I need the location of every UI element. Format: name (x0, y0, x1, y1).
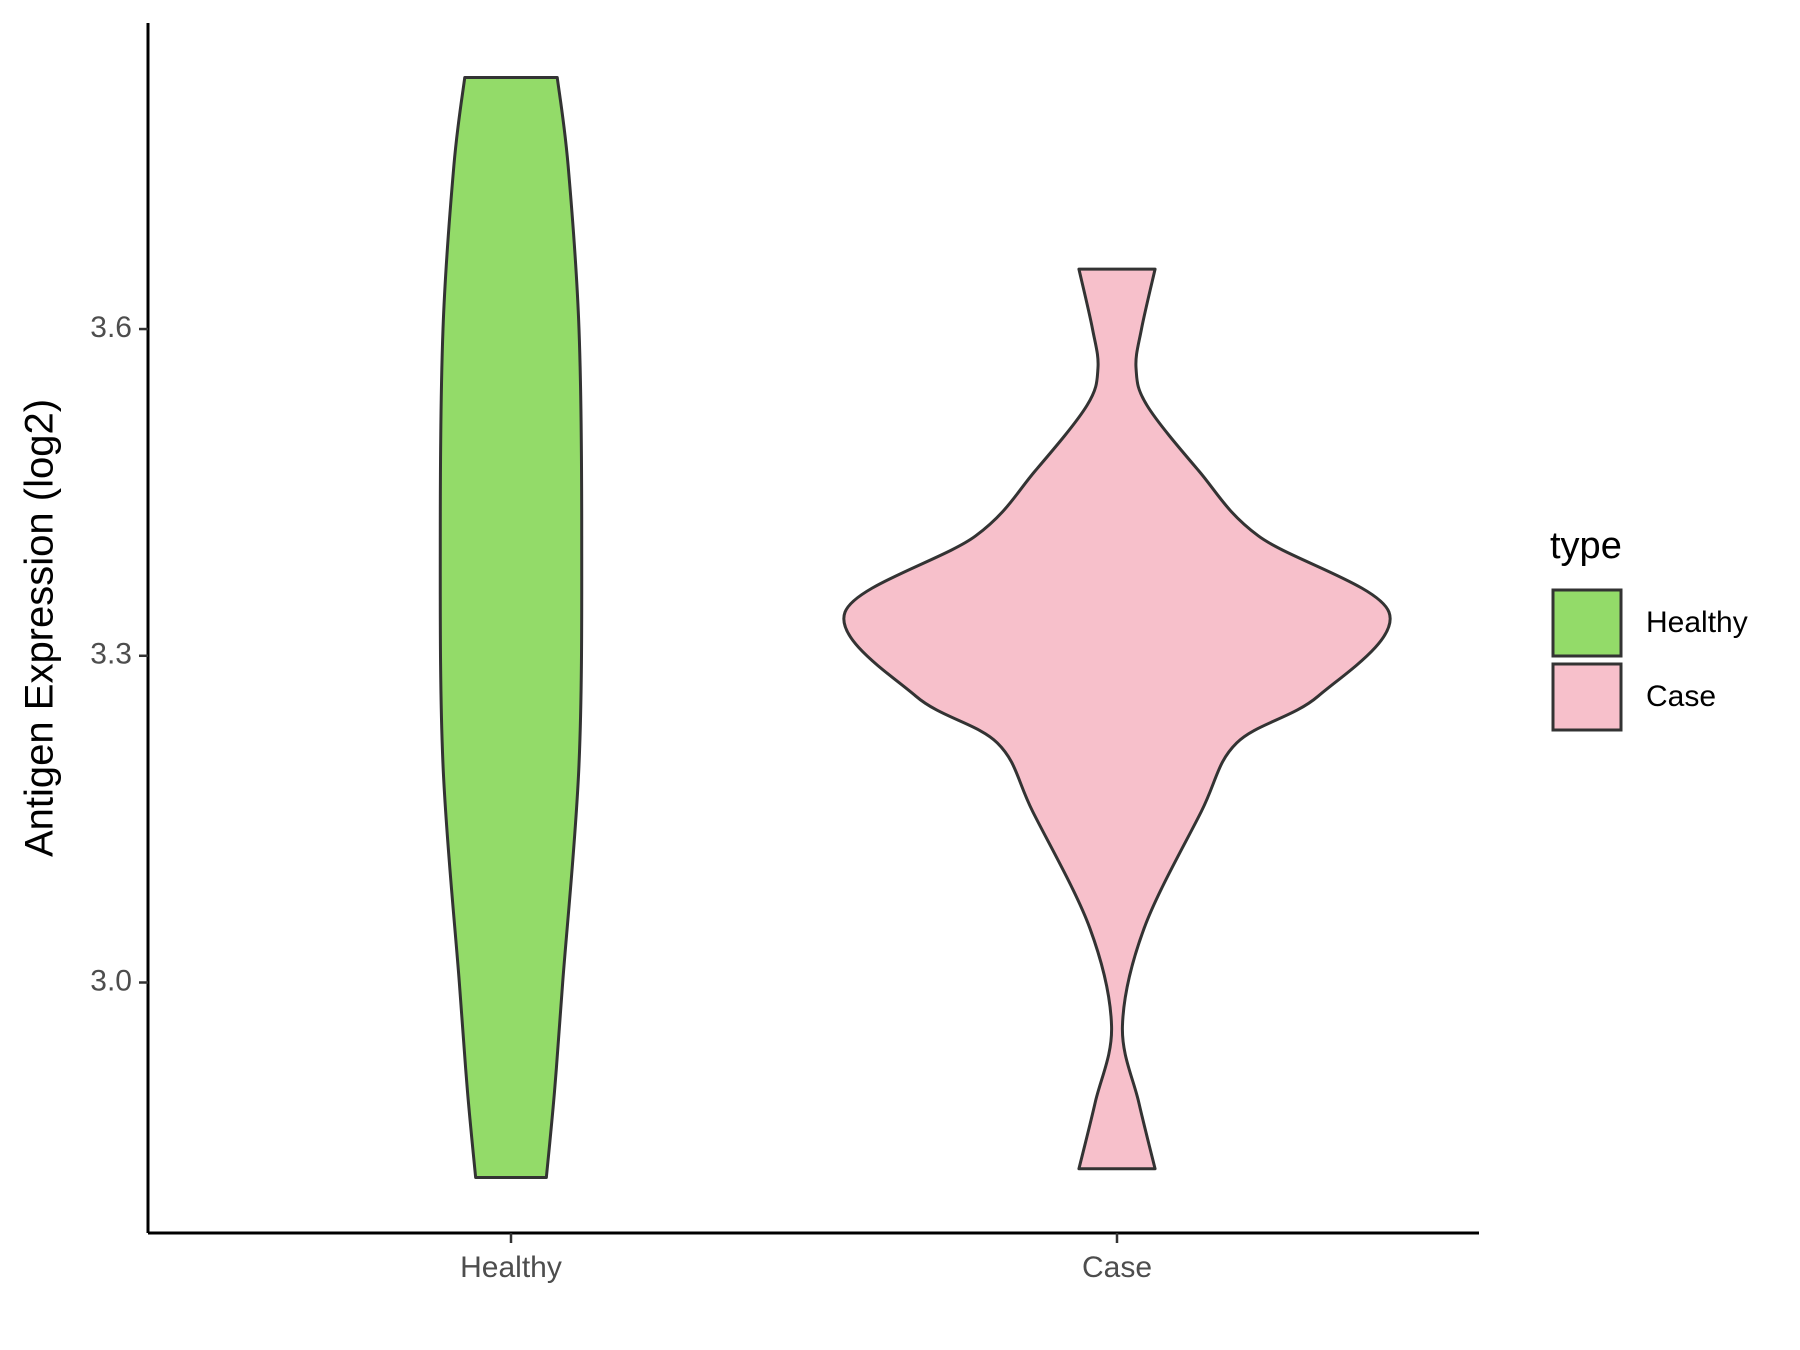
x-tick-label: Case (1082, 1251, 1152, 1284)
y-axis-title: Antigen Expression (log2) (18, 399, 62, 857)
legend-key (1551, 662, 1623, 732)
legend-label: Case (1646, 680, 1716, 713)
x-tick-label: Healthy (460, 1251, 562, 1284)
y-tick-label: 3.6 (90, 311, 132, 344)
legend-title: type (1550, 525, 1622, 567)
y-tick-label: 3.0 (90, 964, 132, 997)
legend-key (1551, 588, 1623, 658)
violin (842, 267, 1392, 1171)
violin (438, 75, 584, 1179)
y-tick-label: 3.3 (90, 638, 132, 671)
legend-label: Healthy (1646, 606, 1748, 639)
